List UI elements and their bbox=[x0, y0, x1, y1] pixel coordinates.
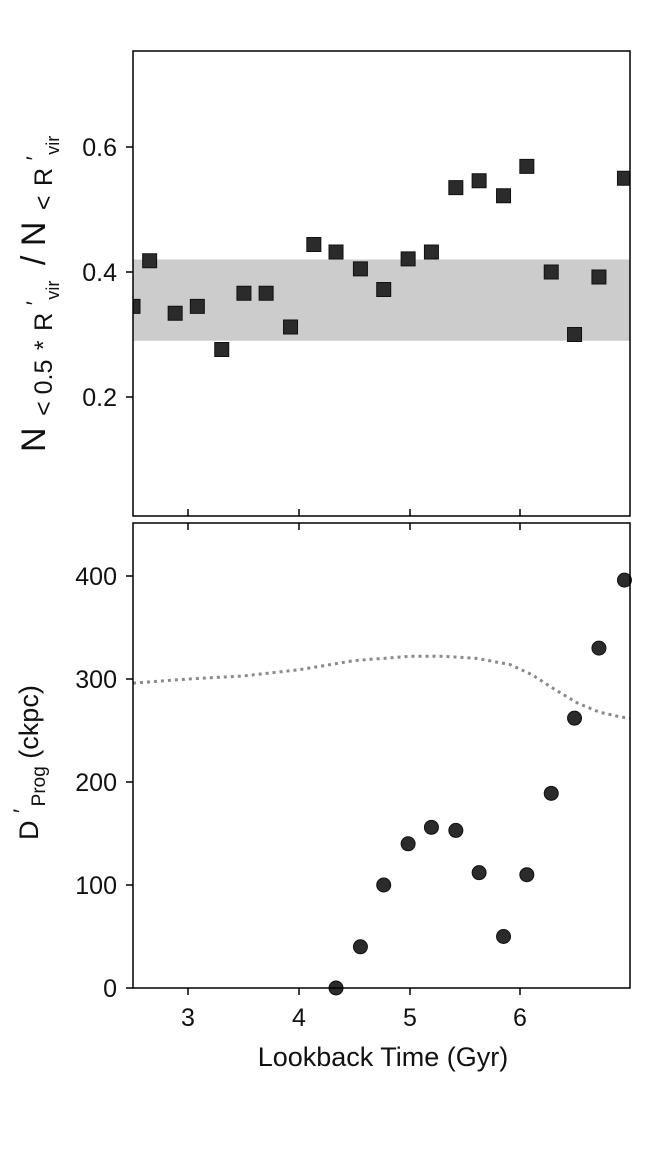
top-data-square bbox=[283, 319, 299, 335]
top-data-square bbox=[423, 244, 439, 260]
ylabel-n2: N bbox=[15, 222, 53, 247]
bottom-y-ticks bbox=[126, 575, 133, 989]
top-data-square bbox=[352, 261, 368, 277]
bottom-xtick-label: 6 bbox=[513, 1004, 527, 1032]
bottom-reference-line bbox=[132, 654, 631, 720]
ylabel-prog: Prog bbox=[29, 766, 50, 806]
ylabel-sub-lt-half: < 0.5 bbox=[30, 360, 58, 416]
top-data-square bbox=[376, 282, 392, 297]
bottom-data-point bbox=[448, 822, 464, 838]
bottom-plot-frame bbox=[132, 522, 631, 989]
top-data-square bbox=[543, 264, 559, 280]
ylabel-r: R bbox=[30, 313, 58, 331]
top-data-square bbox=[400, 251, 416, 267]
ylabel-n: N bbox=[15, 427, 53, 452]
top-data-square bbox=[519, 158, 535, 174]
top-ytick-label: 0.2 bbox=[82, 384, 117, 412]
top-data-square bbox=[236, 285, 252, 301]
top-data-square bbox=[258, 285, 274, 301]
bottom-data-point bbox=[376, 877, 392, 893]
ylabel-sub-lt: < bbox=[30, 195, 58, 210]
top-ytick-label: 0.6 bbox=[82, 134, 117, 162]
ylabel-vir: vir bbox=[43, 281, 63, 300]
ylabel-vir2: vir bbox=[43, 136, 63, 155]
top-data-square bbox=[567, 327, 583, 342]
ylabel-r2: R bbox=[30, 168, 58, 186]
bottom-ytick-label: 400 bbox=[75, 563, 117, 591]
top-data-square bbox=[496, 188, 512, 204]
bottom-series bbox=[328, 572, 632, 996]
bottom-data-point bbox=[519, 867, 535, 883]
top-y-axis-label: N < 0.5 * R ′ vir / N < R ′ vir bbox=[15, 136, 65, 452]
top-data-square bbox=[471, 173, 487, 189]
top-data-square bbox=[616, 170, 631, 186]
bottom-x-axis-label: Lookback Time (Gyr) bbox=[258, 1042, 509, 1072]
bottom-data-point bbox=[400, 836, 416, 852]
bottom-panel: 0 100 200 300 400 3 4 5 6 Lookback Time … bbox=[5, 522, 632, 1072]
ylabel-d-prime: ′ bbox=[9, 809, 34, 813]
bottom-data-point bbox=[543, 785, 559, 801]
top-data-square bbox=[448, 180, 464, 196]
bottom-ytick-label: 0 bbox=[103, 975, 117, 1003]
bottom-data-point bbox=[352, 939, 368, 955]
top-data-square bbox=[142, 253, 158, 269]
top-series bbox=[132, 158, 631, 357]
top-ytick-label: 0.4 bbox=[82, 259, 117, 287]
bottom-xtick-label: 4 bbox=[292, 1004, 306, 1032]
top-data-square bbox=[214, 342, 230, 357]
top-y-ticks bbox=[126, 146, 133, 398]
top-plot-frame bbox=[132, 50, 631, 517]
bottom-ytick-label: 300 bbox=[75, 666, 117, 694]
top-data-square bbox=[328, 244, 344, 260]
bottom-ytick-label: 100 bbox=[75, 872, 117, 900]
bottom-x-ticks bbox=[187, 523, 521, 995]
bottom-data-point bbox=[471, 865, 487, 881]
ylabel-prime2: ′ bbox=[22, 156, 47, 160]
bottom-y-axis-label: D ′ Prog (ckpc) bbox=[5, 685, 51, 840]
bottom-xtick-label: 3 bbox=[181, 1004, 195, 1032]
ylabel-slash: / bbox=[15, 255, 53, 265]
ylabel-star: * bbox=[30, 340, 58, 350]
bottom-ytick-label: 200 bbox=[75, 769, 117, 797]
ylabel-d: D bbox=[14, 821, 44, 841]
top-data-square bbox=[167, 305, 183, 321]
ylabel-prime: ′ bbox=[22, 301, 47, 305]
top-data-square bbox=[306, 237, 322, 252]
top-data-square bbox=[189, 298, 205, 314]
bottom-data-point bbox=[423, 819, 439, 835]
top-panel: 0.2 0.4 0.6 N < 0.5 * R ′ vir / N < R ′ … bbox=[15, 50, 631, 517]
bottom-data-point bbox=[591, 640, 607, 656]
bottom-data-point bbox=[616, 572, 632, 588]
ylabel-ckpc: (ckpc) bbox=[14, 685, 44, 759]
top-data-square bbox=[132, 298, 141, 314]
top-x-ticks bbox=[187, 509, 521, 516]
bottom-data-point bbox=[567, 710, 583, 726]
top-data-square bbox=[591, 269, 607, 285]
bottom-xtick-label: 5 bbox=[403, 1004, 417, 1032]
bottom-data-point bbox=[496, 929, 512, 944]
